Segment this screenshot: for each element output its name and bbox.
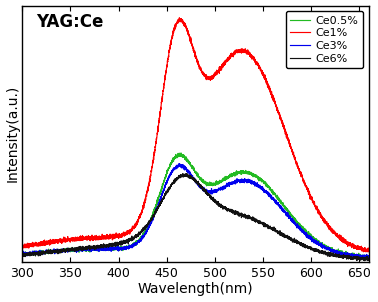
- Ce0.5%: [229, 173, 234, 176]
- Ce6%: [117, 242, 121, 246]
- Ce0.5%: [179, 151, 183, 155]
- Line: Ce6%: Ce6%: [22, 174, 369, 261]
- Ce0.5%: [94, 246, 99, 250]
- Line: Ce1%: Ce1%: [22, 18, 369, 252]
- Legend: Ce0.5%, Ce1%, Ce3%, Ce6%: Ce0.5%, Ce1%, Ce3%, Ce6%: [286, 11, 363, 68]
- Ce1%: [94, 235, 99, 239]
- Ce1%: [229, 54, 234, 58]
- Ce6%: [366, 257, 371, 261]
- Ce0.5%: [333, 251, 338, 254]
- Ce1%: [364, 250, 368, 254]
- Ce3%: [362, 257, 366, 261]
- Line: Ce3%: Ce3%: [22, 164, 369, 259]
- Ce6%: [235, 210, 240, 214]
- Ce6%: [363, 259, 367, 262]
- Line: Ce0.5%: Ce0.5%: [22, 153, 369, 259]
- Ce1%: [20, 244, 25, 248]
- Ce1%: [177, 16, 182, 20]
- Ce3%: [333, 252, 338, 255]
- Ce6%: [229, 209, 234, 213]
- Ce0.5%: [365, 257, 370, 260]
- Ce3%: [20, 250, 25, 254]
- Ce0.5%: [20, 252, 25, 255]
- Ce0.5%: [235, 172, 240, 175]
- Ce3%: [94, 247, 99, 251]
- Y-axis label: Intensity(a.u.): Intensity(a.u.): [6, 85, 20, 182]
- Ce6%: [20, 254, 25, 257]
- Ce0.5%: [117, 248, 121, 251]
- X-axis label: Wavelength(nm): Wavelength(nm): [138, 282, 253, 297]
- Ce0.5%: [366, 256, 371, 259]
- Ce1%: [117, 235, 121, 239]
- Ce3%: [117, 246, 121, 249]
- Ce1%: [366, 248, 371, 252]
- Ce6%: [366, 257, 371, 261]
- Ce6%: [94, 244, 99, 248]
- Text: YAG:Ce: YAG:Ce: [36, 13, 104, 31]
- Ce3%: [235, 178, 240, 182]
- Ce3%: [177, 162, 182, 165]
- Ce3%: [229, 181, 234, 185]
- Ce1%: [333, 234, 338, 238]
- Ce1%: [366, 246, 371, 250]
- Ce1%: [235, 50, 240, 53]
- Ce6%: [181, 172, 185, 175]
- Ce3%: [366, 254, 371, 258]
- Ce6%: [333, 255, 338, 259]
- Ce3%: [366, 255, 371, 259]
- Ce0.5%: [366, 256, 371, 260]
